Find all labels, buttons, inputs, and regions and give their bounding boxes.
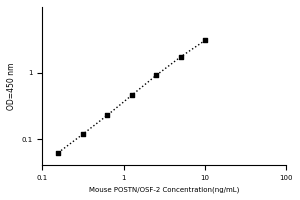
X-axis label: Mouse POSTN/OSF-2 Concentration(ng/mL): Mouse POSTN/OSF-2 Concentration(ng/mL) (89, 187, 240, 193)
Point (129, 94, 134, 97)
Point (202, 39, 207, 42)
Point (154, 74, 158, 77)
Point (178, 55, 183, 59)
Point (105, 114, 110, 117)
Y-axis label: OD=450 nm: OD=450 nm (7, 62, 16, 110)
Point (80, 133, 85, 136)
Point (56, 151, 61, 154)
